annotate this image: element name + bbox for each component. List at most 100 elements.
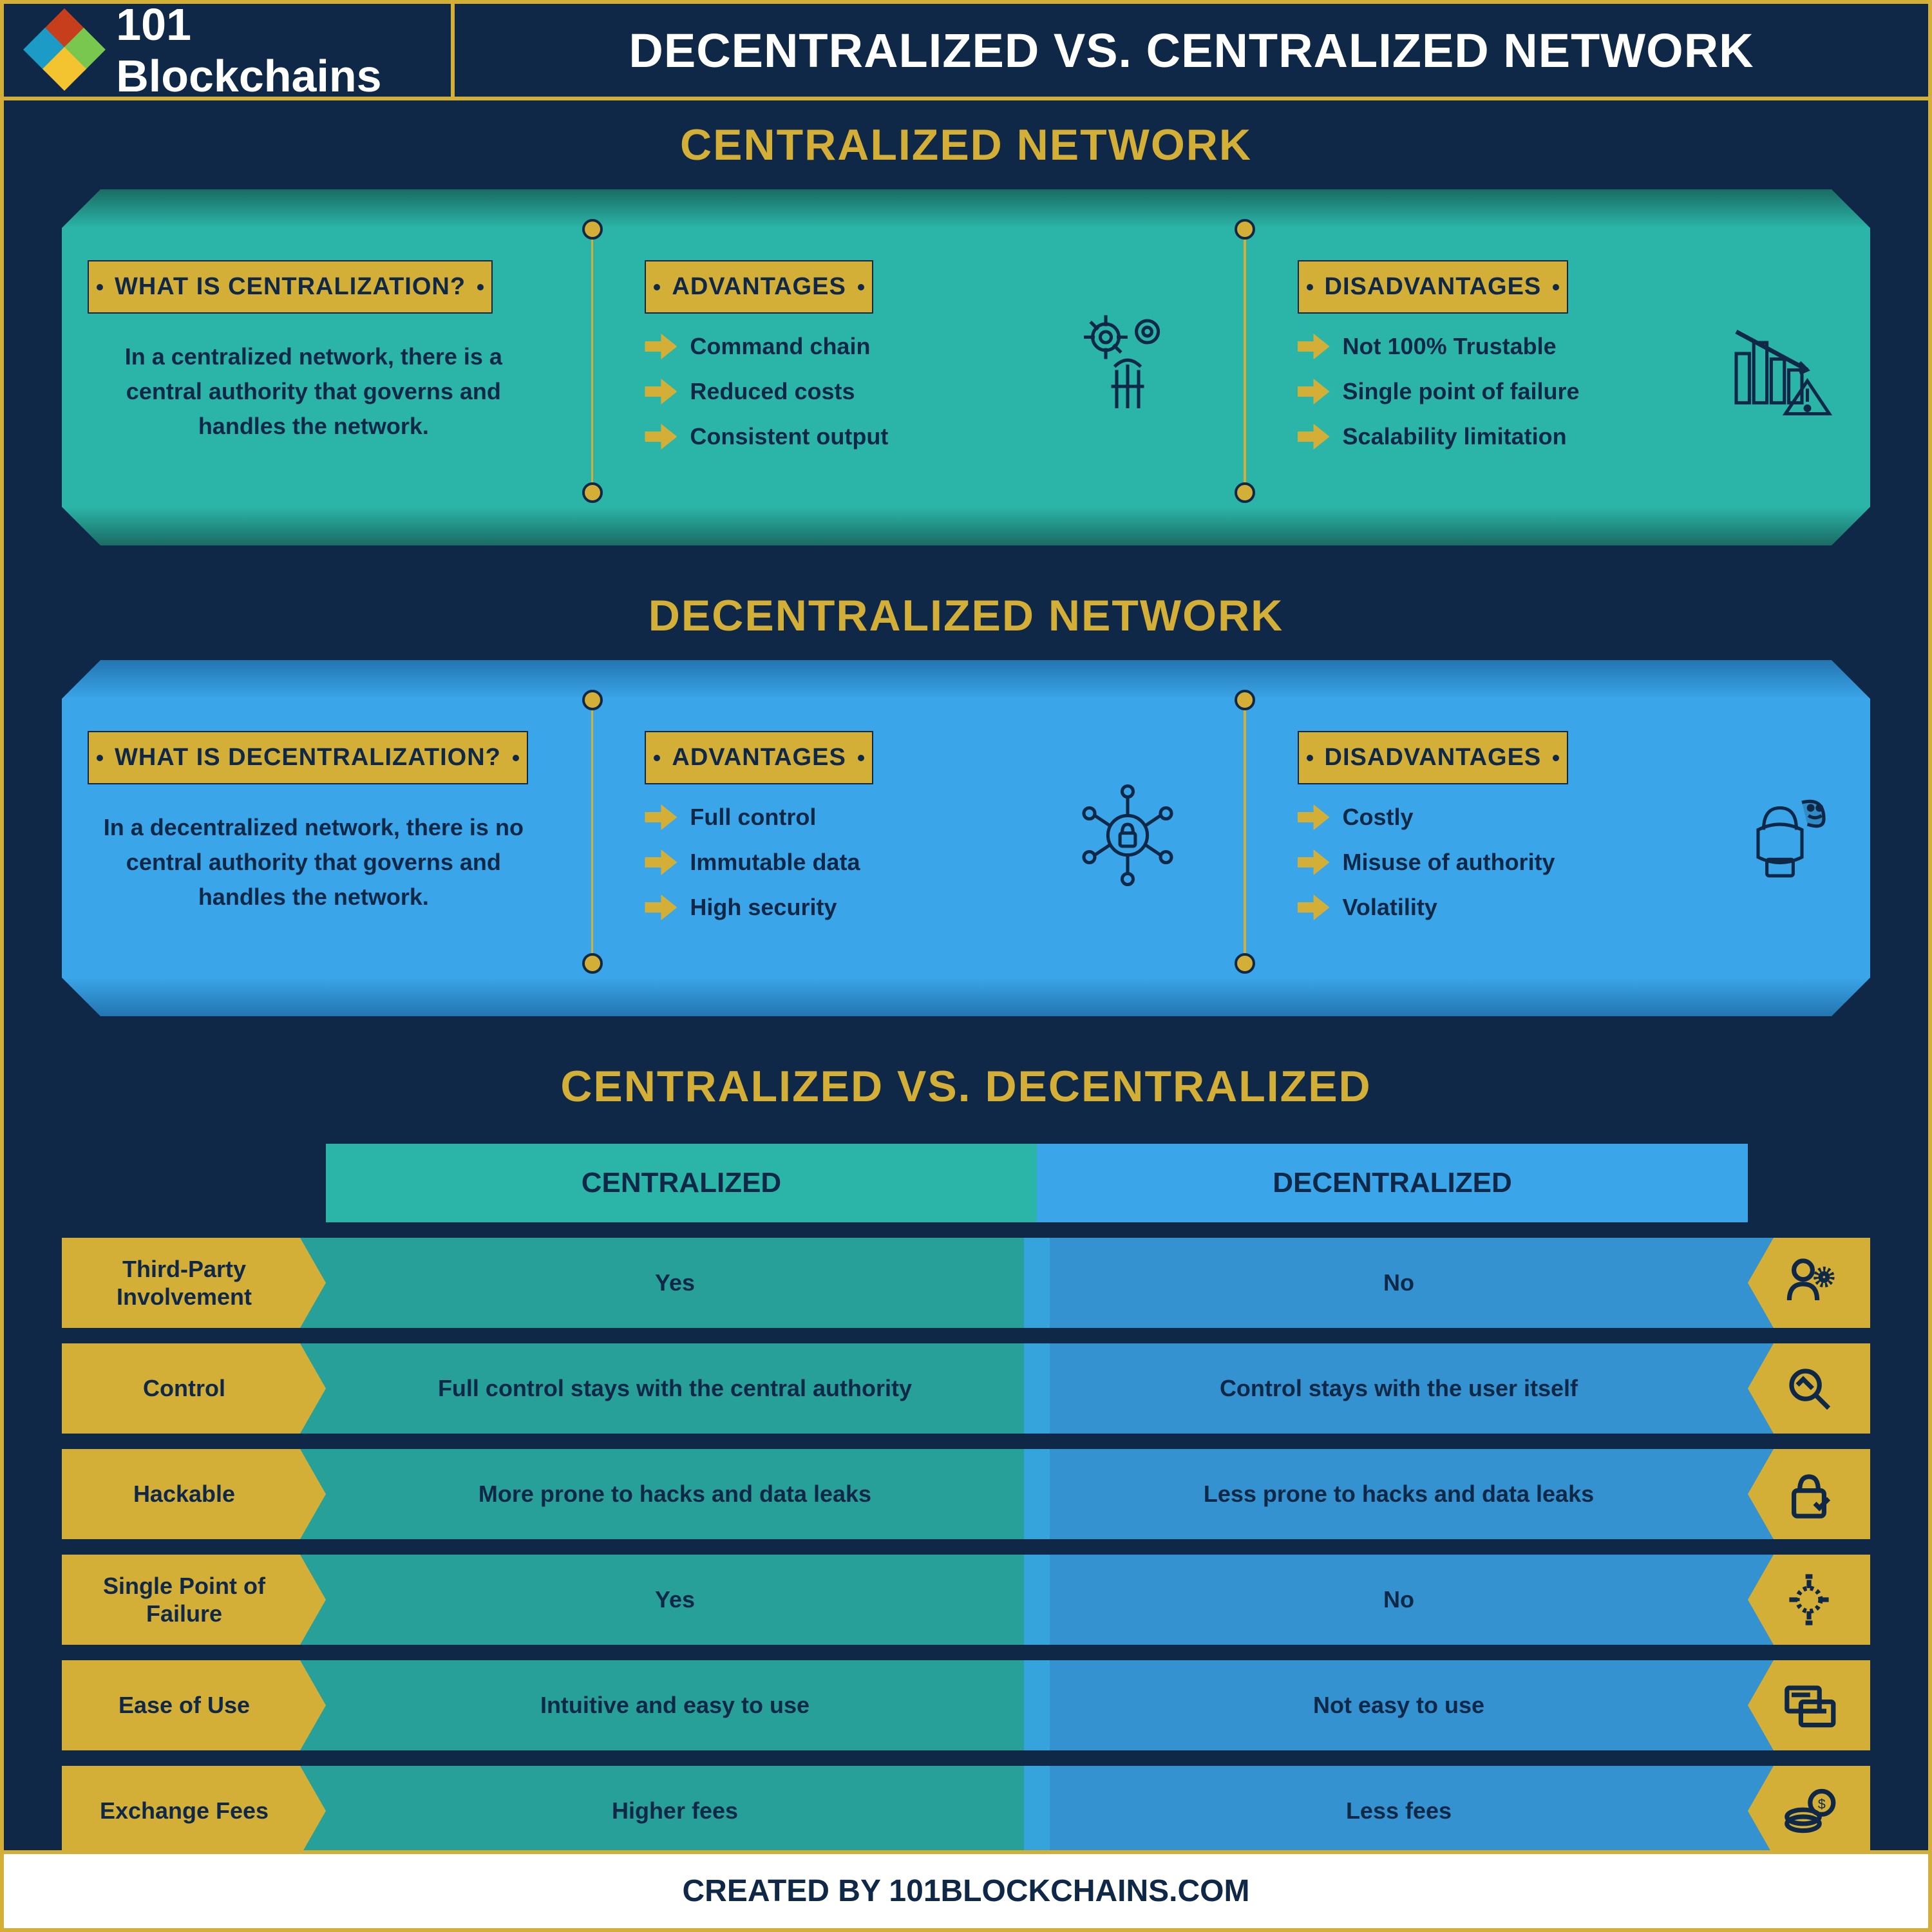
arrow-icon [1298,424,1330,450]
row-label: Third-Party Involvement [62,1238,326,1328]
decentralized-section-title: DECENTRALIZED NETWORK [4,571,1928,660]
logo-text: 101 Blockchains [116,0,451,102]
centralized-what-label: WHAT IS CENTRALIZATION? [88,260,493,314]
list-item-text: Consistent output [690,423,888,450]
list-item: Single point of failure [1298,378,1716,405]
row-label: Hackable [62,1449,326,1539]
table-row: Exchange Fees Higher fees Less fees $ [62,1766,1870,1856]
list-item: Full control [645,804,1063,831]
list-item-text: Command chain [690,333,870,360]
list-item-text: Scalability limitation [1343,423,1567,450]
list-item: Immutable data [645,849,1063,876]
list-item: Not 100% Trustable [1298,333,1716,360]
arrow-icon [1298,334,1330,359]
list-item-text: Volatility [1343,894,1437,921]
row-icon [1748,1343,1870,1434]
footer-credit: CREATED BY 101BLOCKCHAINS.COM [4,1850,1928,1928]
centralized-adv-label: ADVANTAGES [645,260,873,314]
list-item-text: Single point of failure [1343,378,1580,405]
arrow-icon [1298,804,1330,830]
arrow-icon [645,895,677,920]
list-item: Volatility [1298,894,1716,921]
page-title: DECENTRALIZED VS. CENTRALIZED NETWORK [629,23,1754,78]
list-item: High security [645,894,1063,921]
row-icon: $ [1748,1766,1870,1856]
cell-centralized: More prone to hacks and data leaks [300,1449,1050,1539]
table-row: Third-Party Involvement Yes No [62,1238,1870,1328]
centralized-dis-col: DISADVANTAGES Not 100% Trustable Single … [1298,260,1844,468]
divider [1244,699,1246,965]
arrow-icon [645,334,677,359]
centralized-dis-label: DISADVANTAGES [1298,260,1569,314]
cell-decentralized: No [1024,1238,1774,1328]
chart-warning-icon [1716,260,1844,468]
cell-centralized: Intuitive and easy to use [300,1660,1050,1750]
list-item: Scalability limitation [1298,423,1716,450]
list-item: Consistent output [645,423,1063,450]
decentralized-what-text: In a decentralized network, there is no … [88,810,540,914]
cell-centralized: Yes [300,1238,1050,1328]
logo-area: 101 Blockchains [4,4,455,97]
centralized-section-title: CENTRALIZED NETWORK [4,100,1928,189]
centralized-what-text: In a centralized network, there is a cen… [88,339,540,444]
arrow-icon [645,424,677,450]
arrow-icon [645,804,677,830]
comparison-title: CENTRALIZED VS. DECENTRALIZED [4,1042,1928,1131]
svg-text:$: $ [1818,1795,1826,1812]
arrow-icon [1298,849,1330,875]
row-icon [1748,1238,1870,1328]
decentralized-adv-label: ADVANTAGES [645,731,873,784]
centralized-what-col: WHAT IS CENTRALIZATION? In a centralized… [88,260,540,468]
list-item-text: Misuse of authority [1343,849,1555,876]
divider [591,228,594,494]
gears-hand-icon [1063,260,1192,468]
arrow-icon [1298,379,1330,404]
table-row: Single Point of Failure Yes No [62,1555,1870,1645]
decentralized-dis-label: DISADVANTAGES [1298,731,1569,784]
arrow-icon [645,379,677,404]
list-item: Reduced costs [645,378,1063,405]
row-label: Single Point of Failure [62,1555,326,1645]
header: 101 Blockchains DECENTRALIZED VS. CENTRA… [4,4,1928,100]
decentralized-adv-col: ADVANTAGES Full control Immutable data H… [645,731,1191,939]
cell-decentralized: Not easy to use [1024,1660,1774,1750]
table-row: Ease of Use Intuitive and easy to use No… [62,1660,1870,1750]
row-icon [1748,1660,1870,1750]
list-item: Costly [1298,804,1716,831]
list-item: Misuse of authority [1298,849,1716,876]
divider [591,699,594,965]
cell-centralized: Higher fees [300,1766,1050,1856]
cell-centralized: Full control stays with the central auth… [300,1343,1050,1434]
row-label: Ease of Use [62,1660,326,1750]
cell-decentralized: Control stays with the user itself [1024,1343,1774,1434]
centralized-panel: WHAT IS CENTRALIZATION? In a centralized… [62,189,1870,545]
list-item-text: Not 100% Trustable [1343,333,1557,360]
list-item-text: High security [690,894,837,921]
list-item: Command chain [645,333,1063,360]
cell-centralized: Yes [300,1555,1050,1645]
table-row: Control Full control stays with the cent… [62,1343,1870,1434]
row-icon [1748,1449,1870,1539]
table-header: CENTRALIZED DECENTRALIZED [326,1144,1748,1222]
centralized-adv-col: ADVANTAGES Command chain Reduced costs C… [645,260,1191,468]
row-label: Exchange Fees [62,1766,326,1856]
list-item-text: Immutable data [690,849,860,876]
table-row: Hackable More prone to hacks and data le… [62,1449,1870,1539]
decentralized-dis-col: DISADVANTAGES Costly Misuse of authority… [1298,731,1844,939]
col-header-centralized: CENTRALIZED [326,1144,1037,1222]
decentralized-what-col: WHAT IS DECENTRALIZATION? In a decentral… [88,731,540,939]
cell-decentralized: Less prone to hacks and data leaks [1024,1449,1774,1539]
title-area: DECENTRALIZED VS. CENTRALIZED NETWORK [455,4,1928,97]
col-header-decentralized: DECENTRALIZED [1037,1144,1748,1222]
arrow-icon [645,849,677,875]
logo-icon [30,15,97,86]
list-item-text: Costly [1343,804,1414,831]
comparison-table: CENTRALIZED DECENTRALIZED Third-Party In… [62,1144,1870,1856]
row-label: Control [62,1343,326,1434]
infographic-page: 101 Blockchains DECENTRALIZED VS. CENTRA… [0,0,1932,1932]
decentralized-panel: WHAT IS DECENTRALIZATION? In a decentral… [62,660,1870,1016]
divider [1244,228,1246,494]
hacker-icon [1716,731,1844,939]
network-lock-icon [1063,731,1192,939]
row-icon [1748,1555,1870,1645]
